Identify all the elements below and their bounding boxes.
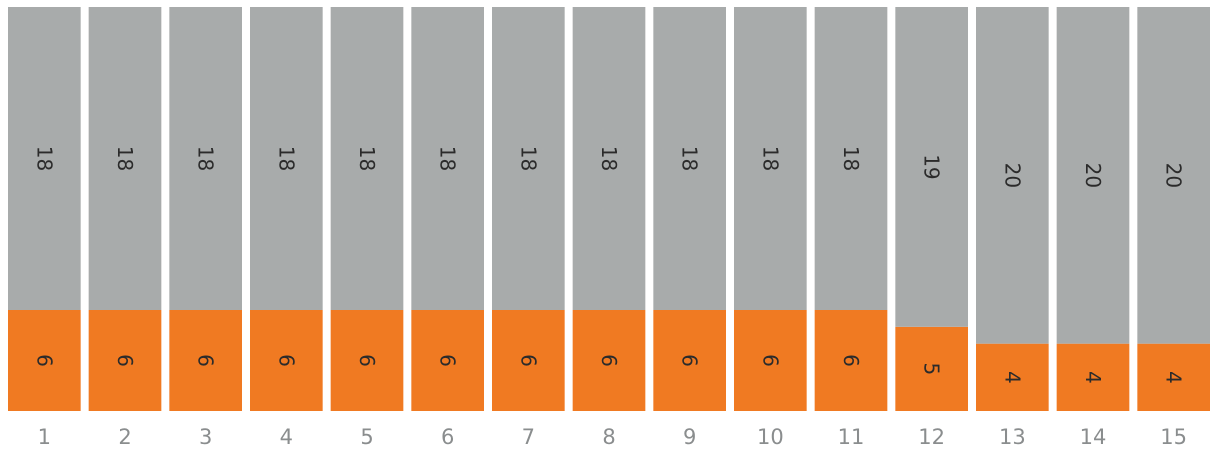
bar-segment-gray-14 bbox=[1056, 7, 1130, 344]
bar-segment-gray-5 bbox=[330, 7, 404, 310]
x-tick-label-2: 2 bbox=[118, 425, 131, 449]
bar-segment-gray-12 bbox=[895, 7, 968, 327]
data-labels-group: 6 18 6 18 6 18 6 18 6 18 6 18 6 18 6 18 6 18 6 18 6 18 5 19 4 20 4… bbox=[32, 146, 1185, 384]
data-label-gray-15: 20 bbox=[1162, 163, 1186, 188]
x-tick-label-6: 6 bbox=[441, 425, 454, 449]
x-tick-label-5: 5 bbox=[360, 425, 373, 449]
data-label-gray-1: 18 bbox=[32, 146, 56, 171]
x-tick-label-12: 12 bbox=[918, 425, 945, 449]
bar-segment-orange-8 bbox=[572, 310, 646, 411]
data-label-orange-11: 6 bbox=[839, 354, 863, 367]
data-label-gray-14: 20 bbox=[1081, 163, 1105, 188]
data-label-gray-4: 18 bbox=[274, 146, 298, 171]
x-tick-label-13: 13 bbox=[999, 425, 1026, 449]
data-label-orange-15: 4 bbox=[1162, 371, 1186, 384]
bar-segment-orange-1 bbox=[8, 310, 81, 411]
x-axis: 1 2 3 4 5 6 7 8 9 10 11 12 13 14 15 bbox=[38, 425, 1187, 449]
x-tick-label-11: 11 bbox=[838, 425, 865, 449]
x-tick-label-1: 1 bbox=[38, 425, 51, 449]
x-tick-label-7: 7 bbox=[522, 425, 535, 449]
bar-segment-orange-7 bbox=[492, 310, 565, 411]
data-label-gray-11: 18 bbox=[839, 146, 863, 171]
bar-segment-orange-11 bbox=[814, 310, 888, 411]
data-label-gray-2: 18 bbox=[113, 146, 137, 171]
bar-segment-gray-11 bbox=[814, 7, 888, 310]
bar-segment-orange-12 bbox=[895, 326, 968, 411]
bar-segment-gray-4 bbox=[250, 7, 323, 310]
x-tick-label-4: 4 bbox=[280, 425, 293, 449]
data-label-gray-6: 18 bbox=[436, 146, 460, 171]
data-label-orange-5: 6 bbox=[355, 354, 379, 367]
bar-segment-gray-9 bbox=[653, 7, 726, 310]
bar-segment-orange-4 bbox=[250, 310, 323, 411]
bar-segment-orange-10 bbox=[734, 310, 807, 411]
x-tick-label-15: 15 bbox=[1160, 425, 1187, 449]
bar-segment-orange-15 bbox=[1137, 343, 1210, 411]
bar-segment-gray-13 bbox=[976, 7, 1049, 344]
data-label-orange-9: 6 bbox=[678, 354, 702, 367]
bars-group bbox=[8, 7, 1210, 411]
data-label-gray-3: 18 bbox=[194, 146, 218, 171]
x-tick-label-10: 10 bbox=[757, 425, 784, 449]
data-label-gray-5: 18 bbox=[355, 146, 379, 171]
data-label-orange-10: 6 bbox=[758, 354, 782, 367]
bar-segment-orange-9 bbox=[653, 310, 726, 411]
x-tick-label-9: 9 bbox=[683, 425, 696, 449]
x-tick-label-8: 8 bbox=[602, 425, 615, 449]
data-label-gray-9: 18 bbox=[678, 146, 702, 171]
data-label-orange-14: 4 bbox=[1081, 371, 1105, 384]
data-label-orange-7: 6 bbox=[516, 354, 540, 367]
data-label-orange-4: 6 bbox=[274, 354, 298, 367]
x-tick-label-14: 14 bbox=[1080, 425, 1107, 449]
data-label-gray-8: 18 bbox=[597, 146, 621, 171]
data-label-orange-12: 5 bbox=[920, 363, 944, 376]
data-label-orange-3: 6 bbox=[194, 354, 218, 367]
data-label-orange-1: 6 bbox=[32, 354, 56, 367]
bar-segment-gray-6 bbox=[411, 7, 484, 310]
bar-segment-gray-10 bbox=[734, 7, 807, 310]
x-tick-label-3: 3 bbox=[199, 425, 212, 449]
data-label-gray-7: 18 bbox=[516, 146, 540, 171]
bar-segment-gray-15 bbox=[1137, 7, 1210, 344]
data-label-gray-10: 18 bbox=[758, 146, 782, 171]
data-label-orange-6: 6 bbox=[436, 354, 460, 367]
bar-segment-gray-7 bbox=[492, 7, 565, 310]
bar-segment-orange-6 bbox=[411, 310, 484, 411]
data-label-orange-2: 6 bbox=[113, 354, 137, 367]
bar-segment-orange-13 bbox=[976, 343, 1049, 411]
bar-segment-gray-2 bbox=[88, 7, 162, 310]
data-label-gray-13: 20 bbox=[1000, 163, 1024, 188]
bar-segment-gray-1 bbox=[8, 7, 81, 310]
bar-segment-gray-3 bbox=[169, 7, 242, 310]
data-label-orange-13: 4 bbox=[1000, 371, 1024, 384]
bar-segment-orange-14 bbox=[1056, 343, 1130, 411]
data-label-orange-8: 6 bbox=[597, 354, 621, 367]
bar-segment-gray-8 bbox=[572, 7, 646, 310]
bar-segment-orange-3 bbox=[169, 310, 242, 411]
bar-segment-orange-5 bbox=[330, 310, 404, 411]
bar-segment-orange-2 bbox=[88, 310, 162, 411]
data-label-gray-12: 19 bbox=[920, 154, 944, 179]
